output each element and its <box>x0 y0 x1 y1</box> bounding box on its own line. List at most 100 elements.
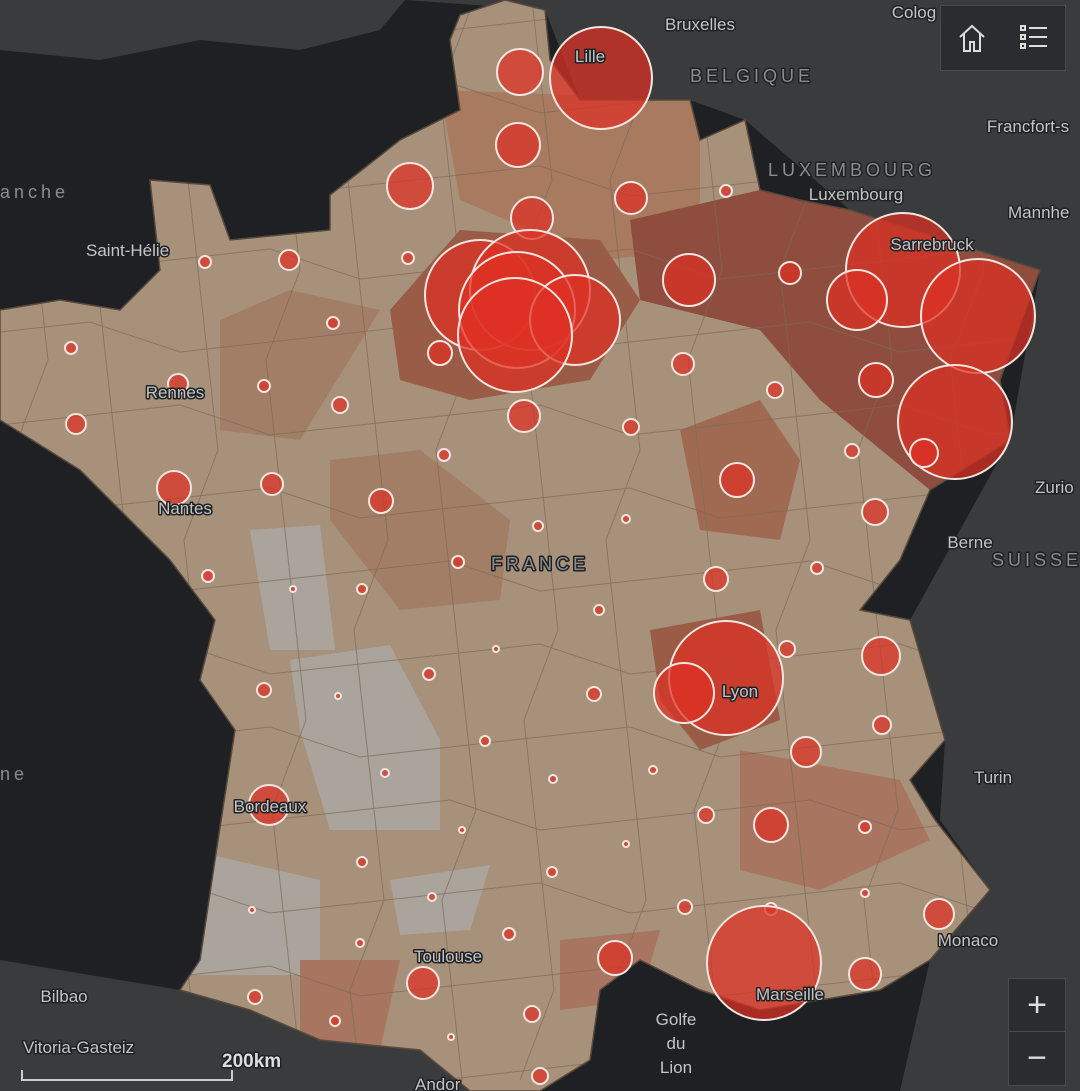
place-label: anche <box>0 182 69 202</box>
bubble <box>923 898 955 930</box>
bubble <box>422 667 436 681</box>
place-label: du <box>667 1034 686 1053</box>
place-label: BELGIQUE <box>690 66 814 86</box>
bubble <box>386 162 434 210</box>
bubble <box>326 316 340 330</box>
bubble <box>677 899 693 915</box>
department-shade <box>220 290 380 440</box>
place-label: Nantes <box>158 499 212 518</box>
bubble <box>248 906 256 914</box>
bubble <box>458 826 466 834</box>
place-label: LUXEMBOURG <box>768 160 936 180</box>
legend-button[interactable] <box>1003 6 1065 70</box>
bubble <box>247 989 263 1005</box>
bubble <box>496 48 544 96</box>
department-border <box>0 404 1040 436</box>
bubble <box>648 765 658 775</box>
department-gray <box>390 865 490 935</box>
zoom-control: + − <box>1008 978 1066 1086</box>
scale-line <box>21 1070 233 1081</box>
bubble <box>622 418 640 436</box>
bubble <box>334 692 342 700</box>
place-label: Lyon <box>722 682 758 701</box>
bubble <box>597 940 633 976</box>
department-gray <box>290 645 440 830</box>
place-label: Bilbao <box>40 987 87 1006</box>
bubble <box>64 341 78 355</box>
bubble <box>778 640 796 658</box>
bubble <box>256 682 272 698</box>
bubble <box>201 569 215 583</box>
bubble <box>260 472 284 496</box>
place-label: Golfe <box>656 1010 697 1029</box>
bubble <box>662 253 716 307</box>
place-label: Andor <box>415 1075 461 1091</box>
scale-bar: 200km <box>21 1050 283 1081</box>
place-label: Monaco <box>938 931 998 950</box>
bubble <box>531 1067 549 1085</box>
england <box>0 0 405 60</box>
zoom-out[interactable]: − <box>1027 1038 1047 1077</box>
department-border <box>517 0 559 1081</box>
bubble <box>278 249 300 271</box>
bubble <box>447 1033 455 1041</box>
bubble <box>778 261 802 285</box>
bubble <box>502 927 516 941</box>
bubble <box>810 561 824 575</box>
toolbar <box>940 5 1066 71</box>
place-label: Luxembourg <box>809 185 904 204</box>
home-button[interactable] <box>941 6 1003 70</box>
place-label: Saint-Hélie <box>86 241 169 260</box>
bubble <box>766 381 784 399</box>
place-label: Colog <box>892 3 936 22</box>
bubble <box>167 373 189 395</box>
place-label: Vitoria-Gasteiz <box>23 1038 134 1057</box>
department-shade <box>740 750 930 890</box>
bubble <box>858 820 872 834</box>
place-label: Marseille <box>756 985 824 1004</box>
place-label: FRANCE <box>491 554 589 574</box>
bubble <box>331 396 349 414</box>
place-label: Berne <box>947 533 992 552</box>
bubble <box>329 1015 341 1027</box>
bubble <box>406 966 440 1000</box>
bubble <box>356 583 368 595</box>
bubble <box>872 715 892 735</box>
bubble <box>156 470 192 506</box>
bubble <box>753 807 789 843</box>
bubble <box>549 26 653 130</box>
bubbles <box>64 26 1036 1085</box>
bubble <box>790 736 822 768</box>
bubble <box>614 181 648 215</box>
place-label: Bordeaux <box>234 797 307 816</box>
bubble <box>671 352 695 376</box>
bubble <box>593 604 605 616</box>
bubble <box>719 462 755 498</box>
bubble <box>532 520 544 532</box>
bubble <box>548 774 558 784</box>
place-label: Francfort-s <box>987 117 1069 136</box>
bubble <box>289 585 297 593</box>
bubble <box>427 892 437 902</box>
bubble <box>492 645 500 653</box>
zoom-in[interactable]: + <box>1009 979 1065 1032</box>
place-label: Rennes <box>146 383 205 402</box>
bubble <box>546 866 558 878</box>
bubble <box>368 488 394 514</box>
bubble <box>719 184 733 198</box>
bubble <box>437 448 451 462</box>
place-label: Lille <box>575 47 605 66</box>
bubble <box>703 566 729 592</box>
place-label: Turin <box>974 768 1012 787</box>
bubble <box>697 806 715 824</box>
bubble <box>495 122 541 168</box>
bubble <box>479 735 491 747</box>
bubble <box>427 340 453 366</box>
bubble <box>457 277 573 393</box>
bubble <box>920 258 1036 374</box>
place-label: SUISSE <box>992 550 1080 570</box>
bubble <box>523 1005 541 1023</box>
